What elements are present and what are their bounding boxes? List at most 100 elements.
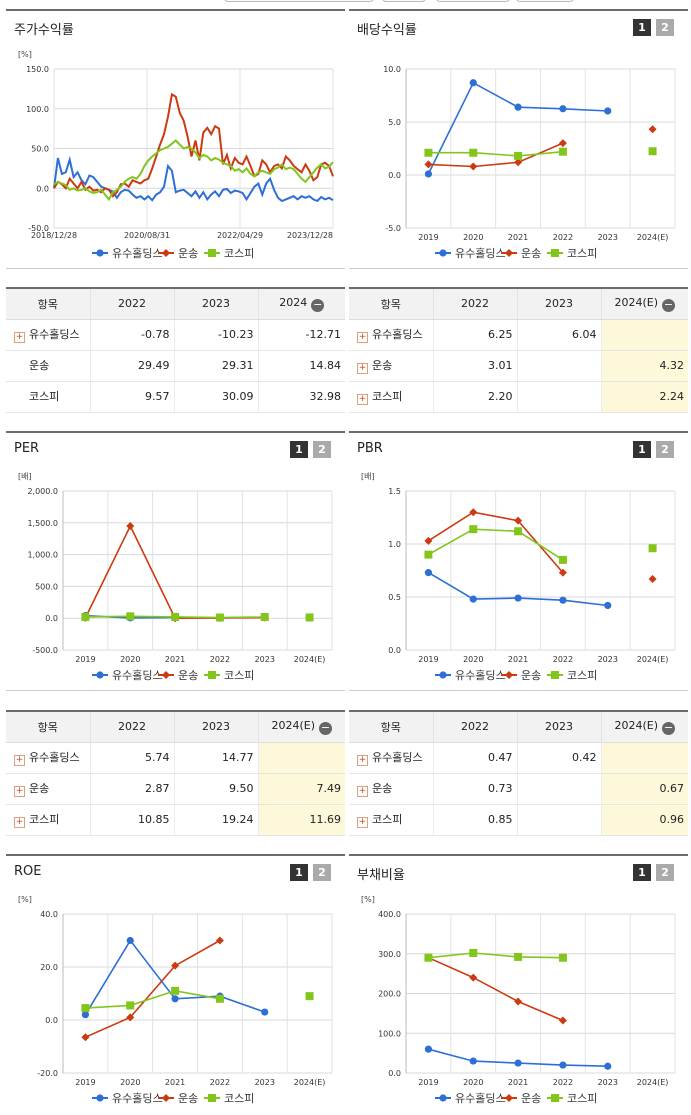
- legend-marker: [96, 671, 104, 679]
- x-tick-label: 2023: [255, 1078, 275, 1087]
- page-1-button[interactable]: 1: [633, 441, 651, 458]
- col-header: 2024: [279, 295, 308, 309]
- prev-control-3[interactable]: [436, 0, 510, 2]
- legend-marker: [505, 671, 513, 679]
- page-1-button[interactable]: 1: [633, 864, 651, 881]
- data-point: [469, 508, 478, 517]
- data-point: [171, 961, 180, 970]
- col-header-toggle[interactable]: 2024−: [258, 289, 345, 320]
- table-cell: [258, 742, 345, 774]
- page-1-button[interactable]: 1: [290, 864, 308, 881]
- x-tick-label: 2021: [165, 655, 185, 664]
- stock-return-table: 항목 2022 2023 2024− + 유수홀딩스 -0.78 -10.23 -…: [6, 289, 345, 413]
- data-point: [424, 569, 433, 577]
- col-header-toggle[interactable]: 2024(E) −: [601, 289, 688, 320]
- expand-icon[interactable]: +: [357, 394, 368, 405]
- row-name: 운송: [29, 359, 50, 372]
- data-point: [424, 148, 433, 157]
- expand-icon[interactable]: +: [14, 755, 25, 766]
- page-1-button[interactable]: 1: [633, 19, 651, 36]
- data-point: [424, 160, 433, 169]
- page-2-button[interactable]: 2: [313, 864, 331, 881]
- series-line: [428, 956, 564, 1022]
- axis-unit: [배]: [361, 472, 375, 481]
- legend-label: 유수홀딩스: [112, 669, 163, 682]
- legend-label: 운송: [521, 669, 541, 682]
- x-tick-label: 2019: [418, 1078, 438, 1087]
- legend-marker: [439, 1094, 447, 1102]
- table-cell: 0.42: [517, 742, 602, 774]
- col-header: 항목: [6, 289, 91, 320]
- table-cell: [517, 773, 602, 805]
- data-point: [514, 158, 523, 167]
- table-cell: 2.87: [90, 773, 175, 805]
- data-point: [424, 536, 433, 545]
- data-point: [514, 997, 523, 1006]
- expand-icon[interactable]: +: [14, 332, 25, 343]
- spacer: +: [14, 394, 25, 405]
- table-row: + 운송 29.49 29.31 14.84: [6, 350, 345, 382]
- per-title: PER: [14, 441, 40, 456]
- col-header-toggle[interactable]: 2024(E) −: [258, 712, 345, 743]
- expand-icon[interactable]: +: [14, 786, 25, 797]
- page-2-button[interactable]: 2: [656, 441, 674, 458]
- row-name: 코스피: [372, 390, 403, 403]
- x-tick-label: 2021: [508, 655, 528, 664]
- page-1-button[interactable]: 1: [290, 441, 308, 458]
- row-name: 코스피: [29, 390, 60, 403]
- series-line: [428, 142, 564, 168]
- legend-label: 코스피: [567, 247, 597, 260]
- table-cell: 10.85: [90, 804, 175, 836]
- table-cell: -0.78: [90, 319, 175, 351]
- table-cell: [517, 381, 602, 413]
- y-tick-label: 1,500.0: [27, 519, 58, 528]
- expand-icon[interactable]: +: [357, 817, 368, 828]
- col-header: 2022: [90, 289, 175, 320]
- legend-label: 코스피: [567, 669, 597, 682]
- y-tick-label: 300.0: [378, 950, 401, 959]
- data-point: [514, 594, 522, 602]
- collapse-icon[interactable]: −: [319, 720, 333, 735]
- expand-icon[interactable]: +: [14, 817, 25, 828]
- collapse-icon[interactable]: −: [662, 297, 676, 312]
- stock-return-table-panel: 항목 2022 2023 2024− + 유수홀딩스 -0.78 -10.23 -…: [6, 287, 345, 413]
- table-cell: 9.57: [90, 381, 175, 413]
- x-tick-label: 2024(E): [294, 1078, 326, 1087]
- per-table: 항목 2022 2023 2024(E) − + 유수홀딩스 5.74 14.77 …: [6, 712, 345, 836]
- y-tick-label: 1.0: [388, 540, 401, 549]
- page-2-button[interactable]: 2: [313, 441, 331, 458]
- expand-icon[interactable]: +: [357, 332, 368, 343]
- x-tick-label: 2024(E): [637, 1078, 669, 1087]
- prev-control[interactable]: [224, 0, 374, 2]
- per-chart-panel: PER 1 2 [배] 2,000.0 1,500.0 1,000.0 500.0 0.0…: [6, 431, 345, 691]
- legend-marker: [551, 249, 559, 257]
- expand-icon[interactable]: +: [357, 363, 368, 374]
- x-tick-label: 2019: [418, 655, 438, 664]
- expand-icon[interactable]: +: [357, 755, 368, 766]
- y-tick-label: 0.0: [45, 1016, 58, 1025]
- col-header-toggle[interactable]: 2024(E) −: [601, 712, 688, 743]
- x-tick-label: 2024(E): [294, 655, 326, 664]
- series-line: [428, 150, 563, 157]
- prev-control-2[interactable]: [382, 0, 426, 2]
- data-point: [648, 125, 657, 134]
- data-point: [514, 527, 523, 536]
- table-cell: [601, 742, 688, 774]
- x-tick-label: 2020: [463, 1078, 483, 1087]
- legend-label: 유수홀딩스: [455, 247, 506, 260]
- expand-icon[interactable]: +: [357, 786, 368, 797]
- collapse-icon[interactable]: −: [311, 297, 325, 312]
- collapse-icon[interactable]: −: [662, 720, 676, 735]
- data-point: [305, 613, 314, 622]
- legend-label: 유수홀딩스: [112, 1092, 163, 1105]
- table-cell: 5.74: [90, 742, 175, 774]
- prev-control-4[interactable]: [516, 0, 574, 2]
- series-line: [428, 528, 564, 561]
- x-tick-label: 2019: [75, 1078, 95, 1087]
- page-2-button[interactable]: 2: [656, 19, 674, 36]
- y-tick-label: 1,000.0: [27, 551, 58, 560]
- col-header: 항목: [6, 712, 91, 743]
- table-cell: 3.01: [433, 350, 518, 382]
- page-2-button[interactable]: 2: [656, 864, 674, 881]
- data-point: [260, 612, 269, 621]
